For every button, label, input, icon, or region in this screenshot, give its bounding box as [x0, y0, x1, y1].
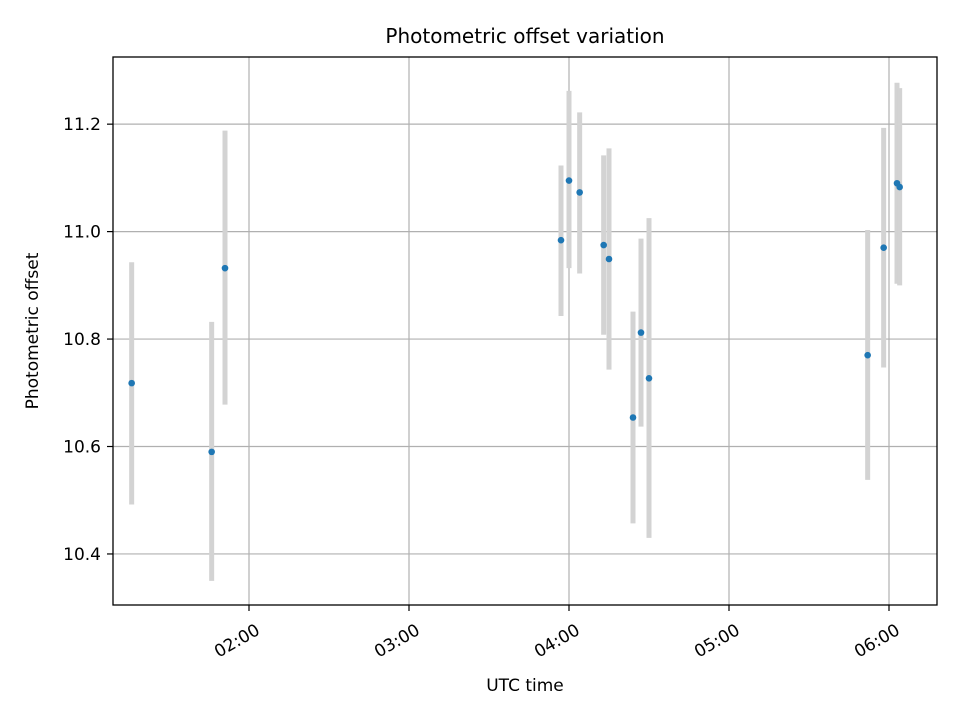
- data-points: [128, 177, 903, 456]
- y-tick-label: 11.0: [63, 223, 101, 243]
- data-point: [864, 351, 871, 359]
- data-point: [565, 177, 573, 184]
- data-point: [637, 329, 645, 336]
- data-point: [605, 255, 613, 263]
- y-tick-label: 10.4: [63, 545, 101, 565]
- data-point: [557, 236, 565, 244]
- data-point: [600, 241, 607, 249]
- data-point: [576, 189, 583, 196]
- data-point: [896, 183, 903, 191]
- data-point: [629, 414, 637, 421]
- data-point: [208, 448, 215, 456]
- y-tick-label: 10.8: [63, 330, 101, 350]
- y-tick-label: 11.2: [63, 115, 101, 135]
- y-tick-label: 10.6: [63, 438, 101, 458]
- data-point: [880, 244, 887, 252]
- plot-frame: [112, 56, 938, 606]
- x-axis-label: UTC time: [486, 676, 564, 696]
- data-point: [128, 379, 135, 387]
- data-point: [221, 264, 229, 272]
- data-point: [645, 374, 653, 382]
- y-axis-label: Photometric offset: [23, 252, 43, 409]
- chart-title: Photometric offset variation: [385, 24, 664, 48]
